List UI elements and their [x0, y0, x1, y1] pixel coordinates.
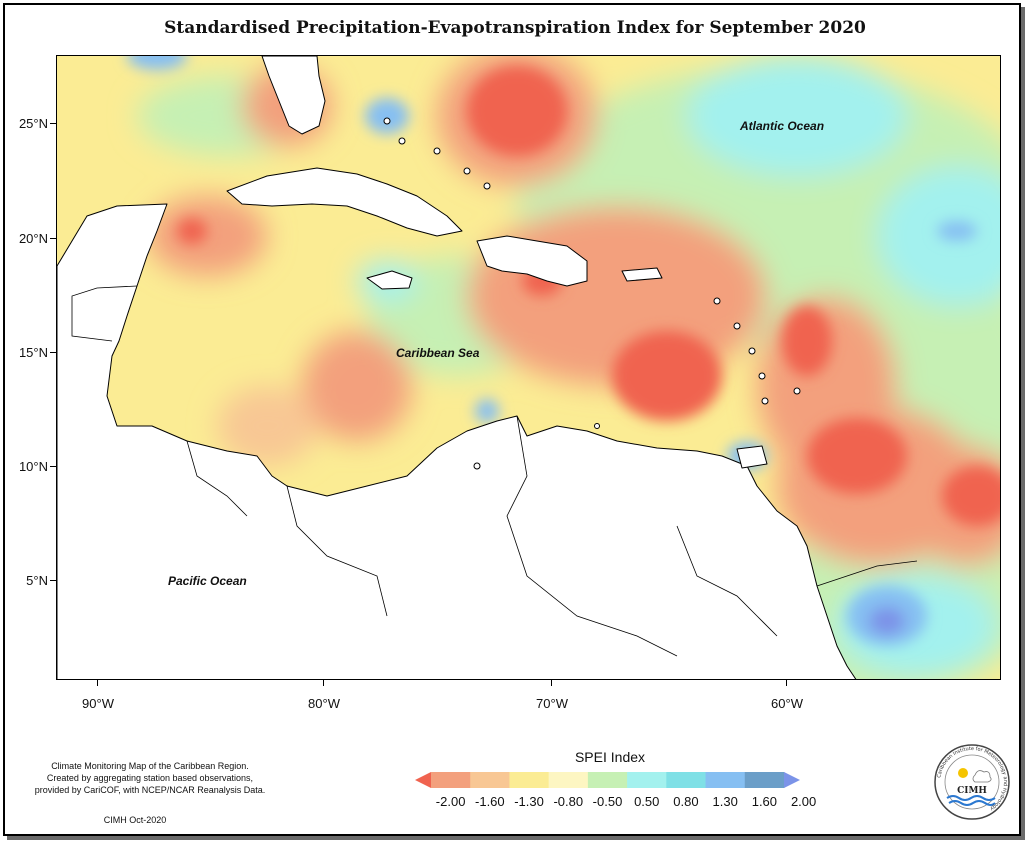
- atlantic-ocean-label: Atlantic Ocean: [740, 119, 825, 133]
- wave-icon-2: [948, 800, 996, 806]
- legend-tick-label: 0.50: [634, 794, 660, 809]
- legend-tick-label: -0.80: [553, 794, 584, 809]
- lat-label-5: 5°N: [26, 573, 48, 588]
- map-title: Standardised Precipitation-Evapotranspir…: [164, 18, 866, 38]
- puerto-rico-land: [621, 267, 663, 282]
- lat-label-20: 20°N: [18, 231, 48, 246]
- credit-date: CIMH Oct-2020: [103, 815, 167, 825]
- lon-tick-80: [323, 680, 324, 686]
- lon-label-60: 60°W: [771, 696, 803, 711]
- legend-swatch: [627, 772, 667, 788]
- credit-line-2: Created by aggregating station based obs…: [46, 773, 254, 783]
- legend-swatch: [548, 772, 589, 788]
- hispaniola-land: [476, 235, 588, 287]
- legend-swatch: [470, 772, 510, 788]
- legend-swatch: [744, 772, 785, 788]
- logo-text: CIMH: [957, 786, 987, 796]
- lat-label-25: 25°N: [18, 116, 48, 131]
- small-islands: [383, 117, 801, 470]
- legend-tick-label: 0.80: [673, 794, 699, 809]
- lat-tick-10: [50, 466, 56, 467]
- lat-tick-5: [50, 580, 56, 581]
- lon-label-70: 70°W: [536, 696, 568, 711]
- legend-colorbar: [415, 772, 800, 788]
- legend-title: SPEI Index: [574, 749, 646, 765]
- lat-tick-25: [50, 123, 56, 124]
- legend-tick-label: 1.30: [712, 794, 738, 809]
- legend-swatch: [666, 772, 707, 788]
- legend-tick-label: 1.60: [751, 794, 778, 809]
- legend-arrow-right: [784, 772, 800, 788]
- lon-tick-70: [551, 680, 552, 686]
- lat-tick-15: [50, 352, 56, 353]
- lon-label-80: 80°W: [308, 696, 340, 711]
- spei-extremes-layer: [127, 56, 1000, 646]
- lat-tick-20: [50, 238, 56, 239]
- legend-tick-label: -2.00: [435, 794, 466, 809]
- credit-text: Climate Monitoring Map of the Caribbean …: [20, 760, 280, 796]
- credit-line-3: provided by CariCOF, with NCEP/NCAR Rean…: [34, 785, 266, 795]
- legend-swatch: [509, 772, 550, 788]
- florida-land: [261, 56, 326, 135]
- trinidad-land: [736, 445, 768, 469]
- legend-tick-label: 2.00: [790, 794, 817, 809]
- spei-map-svg: [57, 56, 1000, 679]
- legend-tick-label: -0.50: [592, 794, 623, 809]
- central-south-america-land: [57, 203, 857, 679]
- lat-label-10: 10°N: [18, 459, 48, 474]
- legend-arrow-left: [415, 772, 431, 788]
- lat-label-15: 15°N: [18, 345, 48, 360]
- spei-map: [56, 55, 1001, 680]
- country-borders: [71, 285, 918, 657]
- cuba-land: [226, 167, 463, 237]
- wave-icon: [946, 795, 996, 801]
- cimh-logo: CIMH Caribbean Institute for Meteorology…: [934, 744, 1010, 820]
- lon-tick-90: [97, 680, 98, 686]
- lon-tick-60: [786, 680, 787, 686]
- jamaica-land: [366, 270, 413, 290]
- legend-tick-label: -1.30: [514, 794, 544, 809]
- legend-tick-label: -1.60: [475, 794, 505, 809]
- credit-line-1: Climate Monitoring Map of the Caribbean …: [51, 761, 249, 771]
- land-masses: [57, 56, 857, 679]
- caribbean-sea-label: Caribbean Sea: [396, 346, 480, 360]
- cloud-icon: [972, 770, 992, 783]
- legend-swatch: [431, 772, 471, 788]
- pacific-ocean-label: Pacific Ocean: [168, 574, 247, 588]
- legend-swatch: [587, 772, 628, 788]
- legend-swatch: [705, 772, 746, 788]
- lon-label-90: 90°W: [82, 696, 114, 711]
- sun-icon: [958, 768, 968, 778]
